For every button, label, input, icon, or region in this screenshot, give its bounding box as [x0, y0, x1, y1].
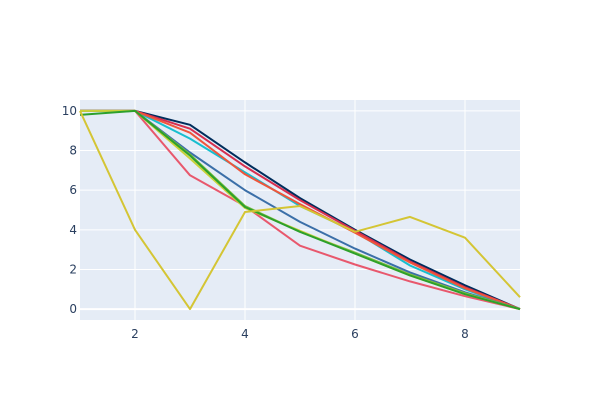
- x-tick-label: 6: [351, 327, 359, 341]
- y-tick-label: 6: [69, 183, 77, 197]
- series-line-6: [80, 109, 521, 311]
- series-line-10: [79, 110, 521, 311]
- series-line-9: [79, 109, 521, 311]
- y-tick-label: 8: [69, 144, 77, 158]
- y-tick-label: 10: [62, 104, 77, 118]
- y-tick-label: 2: [69, 262, 77, 276]
- x-tick-labels: 2 4 6 8: [131, 327, 469, 341]
- x-tick-label: 8: [461, 327, 469, 341]
- plot-background: [80, 100, 520, 320]
- series-layer: [79, 109, 521, 311]
- y-tick-labels: 0 2 4 6 8 10: [62, 104, 77, 316]
- series-line-4: [80, 109, 521, 311]
- series-line-2: [80, 109, 521, 311]
- grid-layer: [80, 100, 520, 320]
- x-tick-label: 2: [131, 327, 139, 341]
- y-tick-label: 4: [69, 223, 77, 237]
- y-tick-label: 0: [69, 302, 77, 316]
- x-tick-label: 4: [241, 327, 249, 341]
